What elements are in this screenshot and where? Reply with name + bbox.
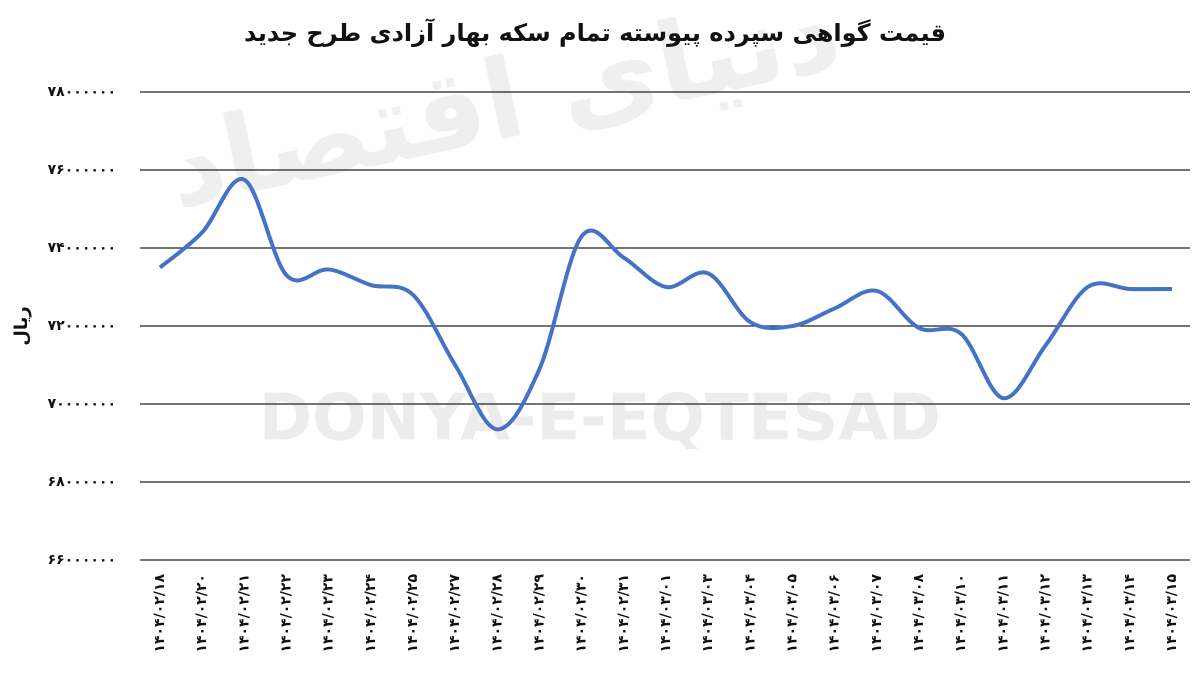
x-tick-label: ۱۴۰۴/۰۳/۰۱: [658, 574, 674, 653]
x-tick-label: ۱۴۰۴/۰۲/۲۹: [532, 574, 548, 653]
y-tick-label: ۶۸۰۰۰۰۰۰: [48, 474, 116, 490]
x-tick-label: ۱۴۰۴/۰۲/۲۱: [236, 574, 252, 653]
x-tick-label: ۱۴۰۴/۰۲/۲۴: [363, 574, 379, 653]
x-tick-label: ۱۴۰۴/۰۳/۰۷: [869, 574, 885, 653]
x-tick-label: ۱۴۰۴/۰۲/۳۰: [574, 574, 590, 653]
y-axis-label: ریال: [11, 306, 32, 346]
x-tick-label: ۱۴۰۴/۰۳/۰۳: [700, 574, 716, 653]
y-tick-label: ۶۶۰۰۰۰۰۰: [48, 552, 116, 568]
x-tick-label: ۱۴۰۴/۰۳/۰۸: [911, 574, 927, 653]
x-tick-label: ۱۴۰۴/۰۲/۱۸: [152, 574, 168, 653]
x-tick-label: ۱۴۰۴/۰۳/۱۴: [1122, 574, 1138, 653]
x-tick-label: ۱۴۰۴/۰۳/۱۲: [1038, 574, 1054, 653]
y-tick-label: ۷۶۰۰۰۰۰۰: [48, 162, 116, 178]
x-tick-label: ۱۴۰۴/۰۳/۱۰: [953, 574, 969, 653]
y-tick-label: ۷۸۰۰۰۰۰۰: [48, 84, 116, 100]
x-tick-label: ۱۴۰۴/۰۳/۰۴: [742, 574, 758, 653]
x-tick-label: ۱۴۰۴/۰۳/۰۵: [785, 574, 801, 653]
x-tick-label: ۱۴۰۴/۰۲/۲۸: [489, 574, 505, 653]
watermark: DONYA-E-EQTESAD: [259, 382, 941, 456]
x-tick-label: ۱۴۰۴/۰۲/۲۲: [279, 574, 295, 653]
x-tick-label: ۱۴۰۴/۰۳/۱۵: [1164, 574, 1180, 653]
x-tick-label: ۱۴۰۴/۰۳/۱۱: [995, 574, 1011, 653]
line: [158, 177, 1173, 432]
x-tick-label: ۱۴۰۴/۰۲/۳۱: [616, 574, 632, 653]
y-tick-label: ۷۴۰۰۰۰۰۰: [48, 240, 116, 256]
x-tick-label: ۱۴۰۴/۰۲/۲۷: [447, 574, 463, 653]
y-tick-label: ۷۰۰۰۰۰۰۰: [48, 396, 116, 412]
x-tick-label: ۱۴۰۴/۰۳/۰۶: [827, 574, 843, 653]
x-tick-label: ۱۴۰۴/۰۲/۲۵: [405, 574, 421, 653]
x-tick-label: ۱۴۰۴/۰۲/۲۰: [194, 574, 210, 653]
y-tick-label: ۷۲۰۰۰۰۰۰: [48, 318, 116, 334]
x-tick-label: ۱۴۰۴/۰۳/۱۳: [1080, 574, 1096, 653]
chart-title: قیمت گواهی سپرده پیوسته تمام سکه بهار آز…: [244, 18, 946, 47]
x-tick-label: ۱۴۰۴/۰۲/۲۳: [321, 574, 337, 653]
